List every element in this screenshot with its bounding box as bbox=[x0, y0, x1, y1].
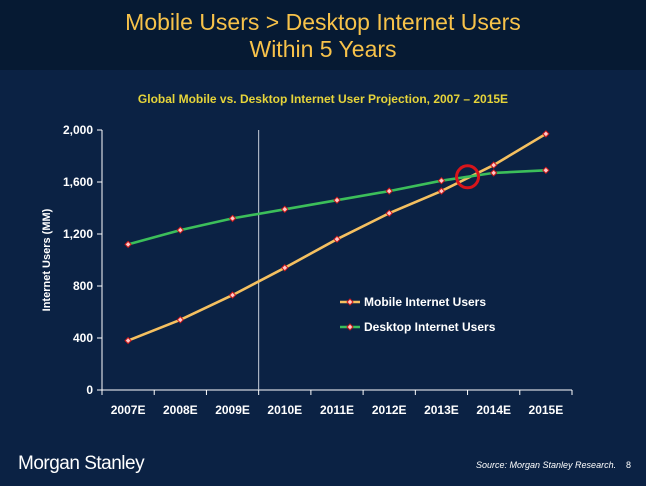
chart-title: Global Mobile vs. Desktop Internet User … bbox=[137, 92, 509, 106]
data-point bbox=[437, 176, 446, 185]
page-number: 8 bbox=[626, 460, 632, 470]
series-lines bbox=[124, 130, 550, 345]
x-tick-label: 2011E bbox=[320, 403, 354, 417]
line-chart: 0 400 800 1,200 1,600 2,000 2007E 2008E 2009E 201… bbox=[41, 123, 573, 417]
legend-marker bbox=[346, 298, 354, 306]
data-point bbox=[333, 235, 341, 243]
data-point bbox=[176, 226, 185, 234]
y-axis-label: Internet Users (MM) bbox=[41, 208, 53, 311]
data-point bbox=[228, 291, 237, 299]
x-tick-label: 2015E bbox=[529, 403, 564, 417]
y-tick-label: 400 bbox=[73, 331, 93, 345]
y-tick-label: 800 bbox=[73, 279, 93, 293]
data-point bbox=[385, 209, 393, 217]
x-tick-label: 2013E bbox=[424, 403, 459, 417]
y-tick-label: 1,600 bbox=[63, 175, 93, 189]
data-point bbox=[124, 240, 132, 249]
x-tick-label: 2014E bbox=[476, 403, 511, 417]
data-point bbox=[281, 264, 289, 272]
y-tick-label: 1,200 bbox=[63, 227, 93, 241]
slide-title-line1: Mobile Users > Desktop Internet Users bbox=[125, 9, 521, 35]
data-point bbox=[228, 214, 237, 223]
data-point bbox=[542, 130, 550, 138]
legend-label-0: Mobile Internet Users bbox=[364, 295, 486, 309]
crossover-circle bbox=[455, 164, 481, 190]
y-tick-label: 0 bbox=[86, 383, 93, 397]
x-tick-label: 2008E bbox=[163, 403, 198, 417]
x-tick-label: 2009E bbox=[215, 403, 250, 417]
data-point bbox=[542, 166, 550, 175]
y-tick-label: 2,000 bbox=[63, 123, 93, 137]
x-tick-label: 2012E bbox=[372, 403, 407, 417]
data-point bbox=[489, 161, 498, 169]
source-note: Source: Morgan Stanley Research. bbox=[476, 460, 617, 470]
title-banner bbox=[0, 0, 646, 70]
morgan-stanley-logo: Morgan Stanley bbox=[18, 453, 145, 474]
x-tick-label: 2010E bbox=[267, 403, 302, 417]
data-point bbox=[124, 336, 132, 345]
legend-label-1: Desktop Internet Users bbox=[364, 320, 496, 334]
legend-marker bbox=[346, 323, 354, 331]
axes: 0 400 800 1,200 1,600 2,000 2007E 2008E 2009E 201… bbox=[63, 123, 573, 417]
data-point bbox=[333, 196, 341, 204]
slide-title: Mobile Users > Desktop Internet Users Wi… bbox=[0, 9, 646, 63]
data-point bbox=[176, 316, 185, 324]
data-point bbox=[281, 205, 289, 214]
slide-title-line2: Within 5 Years bbox=[249, 36, 397, 62]
legend: Mobile Internet Users Desktop Internet Us… bbox=[340, 295, 496, 334]
data-point bbox=[437, 187, 446, 195]
data-point bbox=[489, 169, 498, 177]
data-point bbox=[385, 187, 393, 195]
series-line-1 bbox=[127, 169, 546, 246]
x-tick-label: 2007E bbox=[111, 403, 146, 417]
